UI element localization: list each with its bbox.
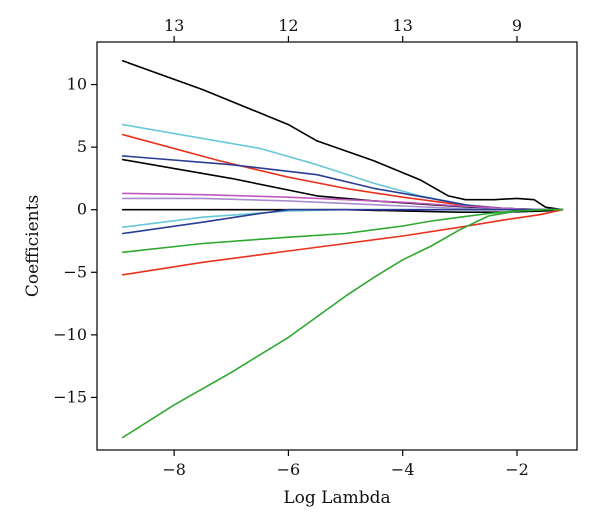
top-tick-label: 9 <box>512 16 522 35</box>
top-tick-label: 13 <box>393 16 413 35</box>
plot-frame <box>96 41 578 451</box>
series-lines <box>121 59 564 439</box>
y-tick-label: −5 <box>63 262 87 281</box>
x-tick-label: −4 <box>391 460 415 479</box>
y-axis-title: Coefficients <box>23 195 43 297</box>
y-tick-label: 0 <box>77 200 87 219</box>
axes: −8 −6 −4 −2 10 5 0 −5 −10 −15 13 12 13 9 <box>53 16 529 479</box>
coefficient-path-12 <box>121 208 564 276</box>
coefficient-path-10 <box>121 208 564 235</box>
y-tick-label: 10 <box>67 75 87 94</box>
coefficient-path-2 <box>121 123 564 211</box>
x-axis-title: Log Lambda <box>283 488 390 508</box>
coefficient-path-13 <box>121 208 564 439</box>
top-tick-label: 13 <box>164 16 184 35</box>
coefficient-path-4 <box>121 155 564 211</box>
top-tick-label: 12 <box>278 16 298 35</box>
coefficient-path-5 <box>121 158 564 211</box>
y-tick-label: 5 <box>77 137 87 156</box>
coefficient-path-6 <box>121 192 564 211</box>
x-tick-label: −2 <box>505 460 529 479</box>
y-tick-label: −15 <box>53 387 87 406</box>
y-tick-label: −10 <box>53 325 87 344</box>
coefficient-path-1 <box>121 59 564 211</box>
coefficient-path-8 <box>121 208 564 213</box>
x-tick-label: −6 <box>277 460 301 479</box>
coefficient-path-11 <box>121 208 564 254</box>
x-tick-label: −8 <box>162 460 186 479</box>
